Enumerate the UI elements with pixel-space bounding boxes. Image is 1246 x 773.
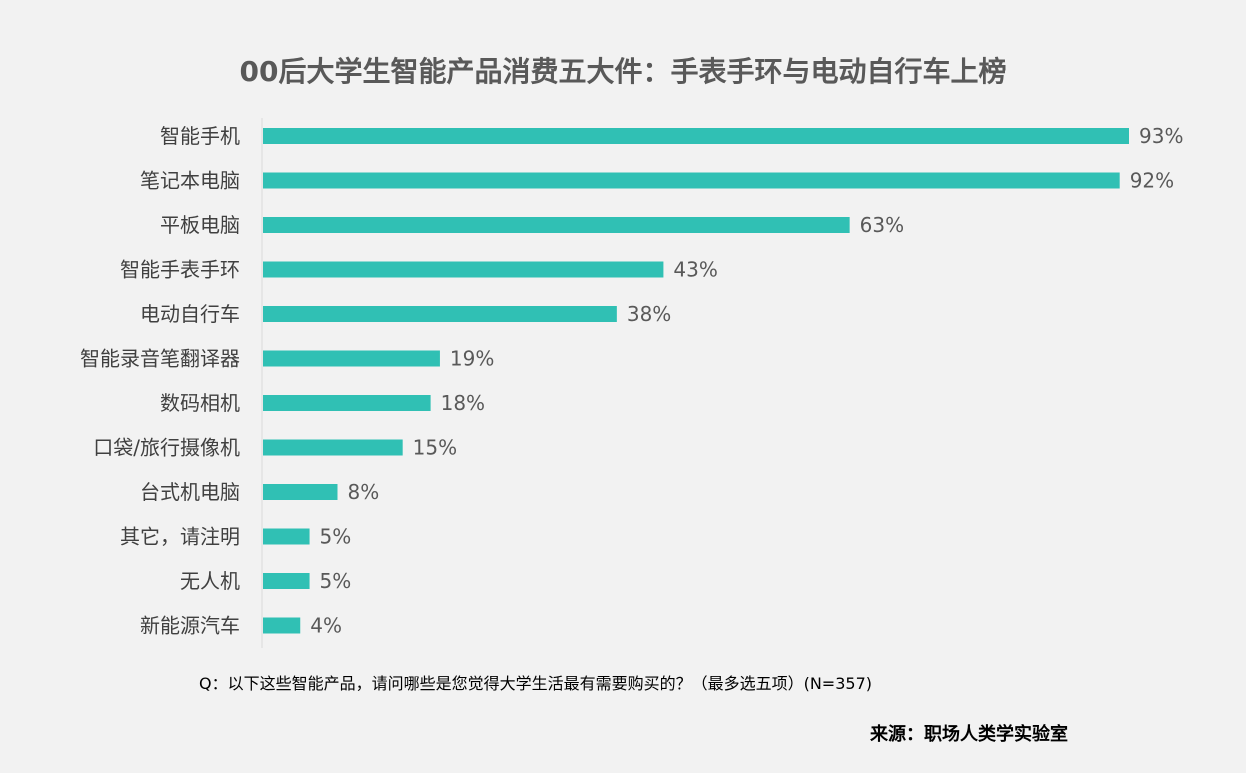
category-label: 平板电脑 [160, 213, 240, 237]
value-label: 63% [860, 213, 904, 237]
bar [263, 573, 310, 589]
value-label: 92% [1130, 169, 1174, 193]
category-label: 新能源汽车 [140, 614, 240, 638]
bar [263, 172, 1120, 189]
value-label: 5% [320, 525, 352, 549]
survey-question: Q：以下这些智能产品，请问哪些是您觉得大学生活最有需要购买的？（最多选五项）(N… [199, 674, 872, 693]
value-label: 93% [1139, 124, 1183, 148]
value-label: 18% [441, 391, 485, 415]
bar [263, 484, 338, 500]
category-label: 台式机电脑 [140, 480, 240, 504]
bar [263, 617, 301, 634]
bars-group: 智能手机 93% 笔记本电脑 92% 平板电脑 63% 智能手表手环 43% 电动自行车 38% 智… [80, 124, 1183, 638]
bar [263, 128, 1129, 144]
category-label: 电动自行车 [140, 302, 240, 326]
value-label: 19% [450, 347, 494, 371]
category-label: 无人机 [180, 569, 240, 593]
value-label: 38% [627, 302, 671, 326]
category-label: 其它，请注明 [120, 525, 240, 549]
value-label: 5% [320, 569, 352, 593]
category-label: 笔记本电脑 [140, 169, 240, 193]
source-note: 来源：职场人类学实验室 [870, 724, 1068, 745]
bar [263, 350, 440, 367]
category-label: 数码相机 [160, 391, 240, 415]
bar [263, 261, 664, 278]
bar [263, 306, 617, 322]
category-label: 智能手表手环 [120, 258, 240, 282]
value-label: 15% [413, 436, 457, 460]
bar [263, 395, 431, 411]
category-label: 智能手机 [160, 124, 240, 148]
value-label: 8% [347, 480, 379, 504]
chart-title: 00后大学生智能产品消费五大件：手表手环与电动自行车上榜 [239, 55, 1007, 88]
category-label: 口袋/旅行摄像机 [93, 436, 240, 460]
bar [263, 528, 310, 545]
value-label: 43% [673, 258, 717, 282]
bar [263, 439, 403, 456]
value-label: 4% [310, 614, 342, 638]
category-label: 智能录音笔翻译器 [80, 347, 240, 371]
bar [263, 217, 850, 233]
